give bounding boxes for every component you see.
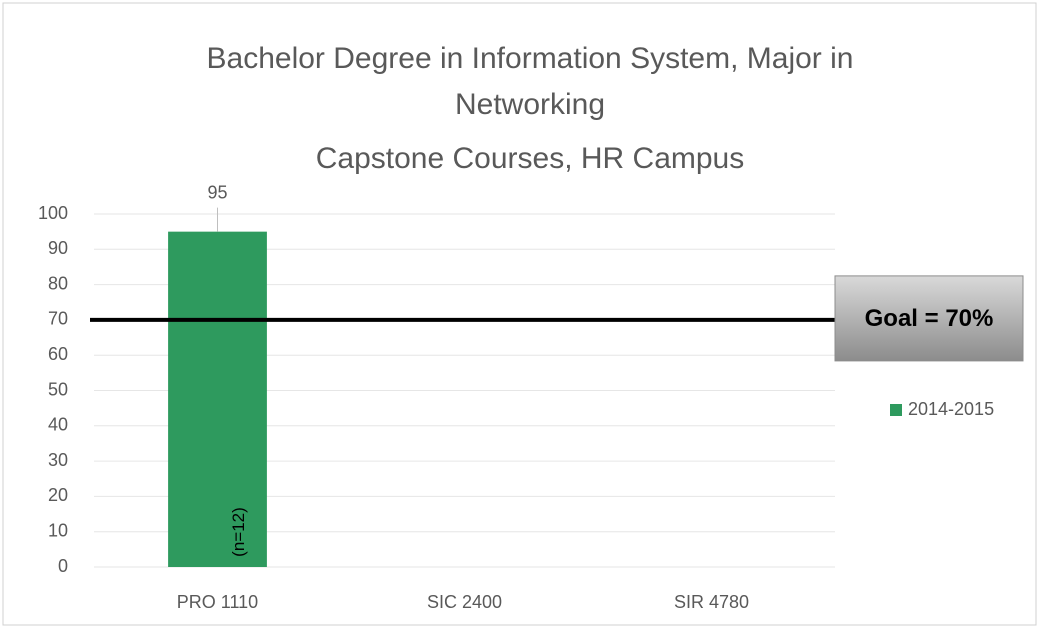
data-label: 95 — [207, 182, 227, 202]
y-tick-label: 20 — [48, 485, 68, 505]
y-tick-label: 90 — [48, 238, 68, 258]
legend-label: 2014-2015 — [908, 399, 994, 419]
x-tick-label: PRO 1110 — [177, 592, 258, 612]
y-tick-label: 30 — [48, 450, 68, 470]
x-tick-label: SIR 4780 — [674, 592, 749, 612]
goal-box — [834, 275, 1024, 362]
x-tick-label: SIC 2400 — [427, 592, 502, 612]
y-tick-label: 60 — [48, 344, 68, 364]
goal-label: Goal = 70% — [865, 305, 994, 332]
chart-title: Networking — [455, 88, 605, 121]
chart-title: Bachelor Degree in Information System, M… — [207, 42, 854, 75]
y-tick-label: 10 — [48, 520, 68, 540]
legend-swatch — [890, 404, 902, 416]
annotation: (n=12) — [229, 507, 248, 557]
bar — [168, 231, 267, 567]
y-tick-label: 80 — [48, 273, 68, 293]
y-tick-label: 100 — [38, 203, 68, 223]
y-tick-label: 0 — [58, 556, 68, 576]
y-tick-label: 50 — [48, 379, 68, 399]
y-tick-label: 70 — [48, 309, 68, 329]
y-tick-label: 40 — [48, 415, 68, 435]
chart-title: Capstone Courses, HR Campus — [316, 142, 745, 175]
